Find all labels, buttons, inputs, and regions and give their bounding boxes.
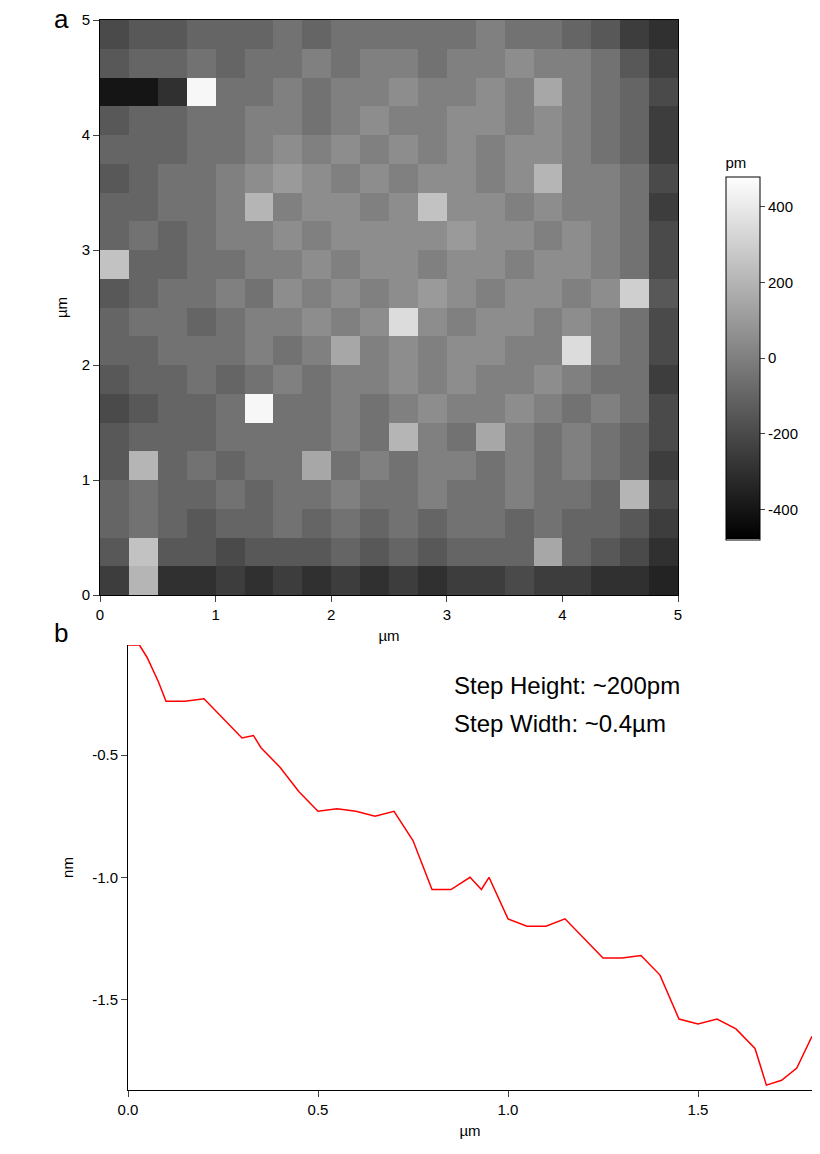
svg-text:-1.0: -1.0 — [92, 869, 118, 886]
svg-text:200: 200 — [768, 274, 793, 291]
svg-text:0: 0 — [96, 606, 104, 623]
svg-text:µm: µm — [53, 297, 70, 318]
svg-text:1: 1 — [82, 471, 90, 488]
svg-text:-200: -200 — [768, 425, 798, 442]
svg-text:pm: pm — [726, 154, 747, 171]
svg-text:Step Height: ~200pm: Step Height: ~200pm — [454, 672, 680, 699]
svg-text:5: 5 — [674, 606, 682, 623]
svg-text:-1.5: -1.5 — [92, 991, 118, 1008]
svg-text:nm: nm — [59, 857, 76, 878]
svg-text:a: a — [54, 4, 69, 34]
svg-text:2: 2 — [82, 356, 90, 373]
svg-text:0.0: 0.0 — [118, 1101, 139, 1118]
svg-text:-0.5: -0.5 — [92, 746, 118, 763]
svg-text:0.5: 0.5 — [308, 1101, 329, 1118]
svg-text:µm: µm — [378, 627, 399, 644]
svg-text:0: 0 — [768, 349, 776, 366]
svg-text:400: 400 — [768, 198, 793, 215]
svg-text:2: 2 — [327, 606, 335, 623]
svg-text:5: 5 — [82, 11, 90, 28]
svg-text:1.0: 1.0 — [498, 1101, 519, 1118]
svg-text:1: 1 — [211, 606, 219, 623]
svg-text:µm: µm — [459, 1122, 480, 1139]
svg-text:-400: -400 — [768, 501, 798, 518]
svg-text:3: 3 — [82, 241, 90, 258]
svg-text:0: 0 — [82, 586, 90, 603]
svg-text:1.5: 1.5 — [688, 1101, 709, 1118]
svg-text:3: 3 — [443, 606, 451, 623]
svg-text:4: 4 — [558, 606, 566, 623]
svg-text:4: 4 — [82, 126, 90, 143]
svg-text:Step Width: ~0.4µm: Step Width: ~0.4µm — [454, 710, 666, 737]
svg-text:b: b — [54, 618, 68, 648]
